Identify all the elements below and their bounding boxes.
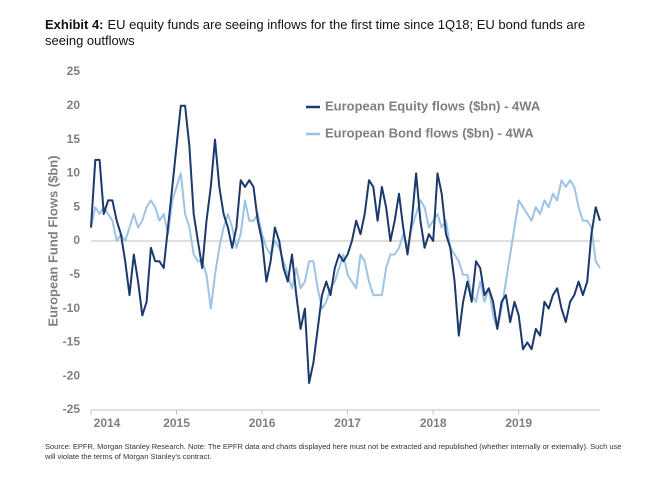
title-label: Exhibit 4: [45,17,104,32]
x-tick-label: 2015 [163,416,190,430]
y-axis-label: European Fund Flows ($bn) [45,155,60,326]
y-tick-label: 5 [73,199,80,213]
title-text: EU equity funds are seeing inflows for t… [45,17,586,48]
title: Exhibit 4: EU equity funds are seeing inf… [45,17,615,49]
y-tick-label: 10 [67,166,81,180]
legend-label: European Equity flows ($bn) - 4WA [325,98,541,113]
legend-label: European Bond flows ($bn) - 4WA [325,125,534,140]
series-line [90,172,601,330]
y-tick-label: -20 [63,368,81,382]
y-tick-label: -25 [63,402,81,416]
source-note: Source: EPFR, Morgan Stanley Research. N… [45,442,622,461]
y-tick-label: -5 [69,267,80,281]
x-tick-label: 2019 [505,416,532,430]
x-tick-label: 2016 [249,416,276,430]
y-tick-label: 20 [67,98,81,112]
y-tick-label: 15 [67,132,81,146]
y-tick-label: 0 [73,233,80,247]
x-tick-label: 2014 [94,416,121,430]
y-tick-label: -15 [63,335,81,349]
x-tick-label: 2018 [420,416,447,430]
series-line [90,104,601,384]
y-tick-label: -10 [63,301,81,315]
x-tick-label: 2017 [334,416,361,430]
y-tick-label: 25 [67,64,81,78]
